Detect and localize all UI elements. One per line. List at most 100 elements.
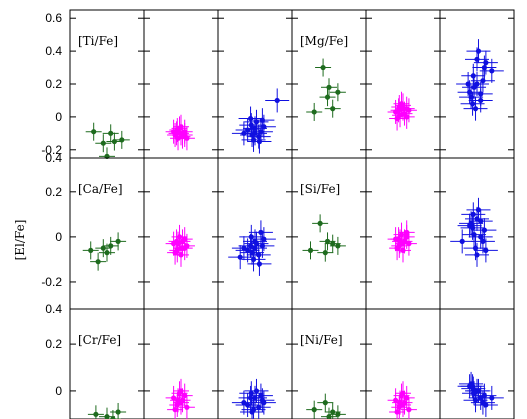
magenta-data-point [176,236,193,261]
green-data-point [306,102,323,121]
data-marker [245,402,251,408]
data-marker [478,218,484,224]
magenta-data-point [168,229,185,254]
data-marker [252,130,258,136]
green-data-point [99,147,115,159]
data-marker [307,247,314,254]
row-2: 0.2 0 -0.2 0.4 [Ca/Fe] [Si/Fe] [41,157,515,316]
data-marker [470,211,476,217]
data-marker [471,84,477,90]
blue-data-point [243,121,267,146]
data-marker [108,243,114,249]
data-marker [256,261,263,267]
green-data-point [317,393,334,412]
y-tick-label: 0 [55,384,62,398]
blue-data-point [470,229,495,254]
element-ratio-label: [Ca/Fe] [78,182,123,196]
data-marker [483,60,489,66]
blue-data-point [239,381,264,406]
y-tick-label: -0.2 [41,275,62,289]
green-data-point [321,407,337,419]
data-marker [182,392,188,399]
blue-data-point [465,242,489,267]
data-marker [173,130,180,136]
data-marker [396,404,402,410]
blue-data-point [462,75,487,100]
green-data-point [306,400,323,419]
panel-frame [439,308,515,419]
data-marker [474,252,480,258]
data-marker [95,259,101,265]
magenta-data-point [395,93,411,118]
green-data-point [104,410,121,419]
data-marker [178,388,184,394]
data-marker [330,409,336,415]
element-ratio-label: [Mg/Fe] [300,34,348,48]
data-marker [459,238,465,244]
row-3: 0.2 0 [Cr/Fe] [Ni/Fe] [45,308,515,419]
data-marker [245,127,251,133]
data-marker [274,97,280,104]
green-data-point [90,252,107,271]
blue-data-point [238,233,263,258]
green-data-point [102,124,119,143]
data-marker [178,124,184,130]
data-marker [474,56,480,62]
data-marker [256,404,262,410]
green-data-point [324,99,341,118]
magenta-data-point [395,238,411,263]
data-marker [184,135,190,141]
data-marker [247,243,254,249]
green-data-point [329,236,346,255]
data-marker [478,91,484,97]
data-marker [258,229,264,235]
blue-data-point [470,68,495,93]
magenta-data-point [398,385,415,410]
green-data-point [106,132,123,151]
magenta-data-point [168,121,185,146]
green-data-point [87,405,104,419]
y-tick-label: 0.2 [45,185,62,199]
element-ratio-label: [Cr/Fe] [78,333,121,347]
panel-frame [69,157,145,310]
magenta-data-point [400,231,417,256]
data-marker [256,138,263,145]
data-marker [108,130,114,136]
panel-frame [143,157,219,310]
element-ratio-label: [Ni/Fe] [300,333,343,347]
data-marker [104,414,110,419]
data-marker [406,407,412,413]
magenta-data-point [173,114,189,139]
data-marker [110,416,116,419]
data-marker [324,94,331,100]
magenta-data-point [400,397,417,419]
magenta-data-point [170,388,187,413]
data-marker [245,247,251,254]
data-marker [475,207,482,213]
magenta-data-point [398,220,415,245]
data-marker [311,109,317,115]
green-data-point [95,134,112,153]
panel-frame [365,9,441,159]
blue-data-point [243,236,267,261]
data-marker [395,236,402,242]
element-ratio-label: [Si/Fe] [300,182,340,196]
blue-data-point [235,392,260,417]
data-marker [326,414,332,419]
data-marker [178,252,184,258]
blue-data-point [238,106,263,131]
blue-data-point [265,88,290,113]
data-marker [465,81,471,87]
green-data-point [82,241,99,260]
magenta-data-point [392,390,409,415]
panel-frame [69,9,145,159]
data-marker [480,78,486,84]
data-marker [173,238,180,244]
y-tick-label: 0.2 [45,77,62,91]
blue-data-point [479,58,504,83]
blue-data-point [460,374,485,399]
data-marker [330,106,336,112]
y-tick-label: 0 [55,110,62,124]
y-tick-label: -0.2 [41,143,62,157]
